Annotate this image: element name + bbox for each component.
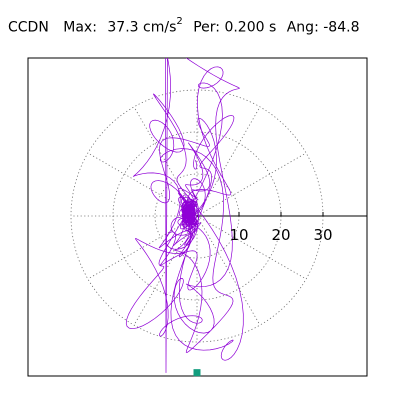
- peak-marker-group: [193, 369, 201, 377]
- peak-marker: [193, 369, 201, 377]
- grid-spoke-330: [196, 215, 307, 280]
- max-unit-exponent: 2: [176, 16, 183, 27]
- max-unit: cm/s: [143, 19, 177, 36]
- ring-label-1: 10: [229, 226, 248, 244]
- polar-axis: [197, 212, 367, 217]
- max-label: Max:: [63, 19, 97, 36]
- station-code: CCDN: [8, 19, 49, 36]
- ang-value: -84.8: [323, 19, 360, 36]
- grid-spoke-210: [87, 215, 198, 280]
- grid-spoke-300: [196, 215, 261, 326]
- grid-spoke-240: [133, 215, 198, 326]
- motion-trace: [125, 58, 244, 374]
- grid-spoke-30: [196, 152, 307, 217]
- ring-label-3: 30: [313, 226, 332, 244]
- ring-label-2: 20: [271, 226, 290, 244]
- per-label: Per:: [193, 19, 220, 36]
- per-value: 0.200 s: [224, 19, 277, 36]
- ang-label: Ang:: [286, 19, 319, 36]
- plot-header: CCDN Max: 37.3 cm/s2 Per: 0.200 s Ang: -…: [8, 16, 360, 36]
- max-value: 37.3: [107, 19, 139, 36]
- trace-path: [125, 58, 244, 374]
- ring-tick-labels: 10 20 30: [229, 226, 332, 244]
- grid-spoke-150: [87, 152, 198, 217]
- grid-spoke-120: [133, 106, 198, 217]
- grid-spoke-60: [196, 106, 261, 217]
